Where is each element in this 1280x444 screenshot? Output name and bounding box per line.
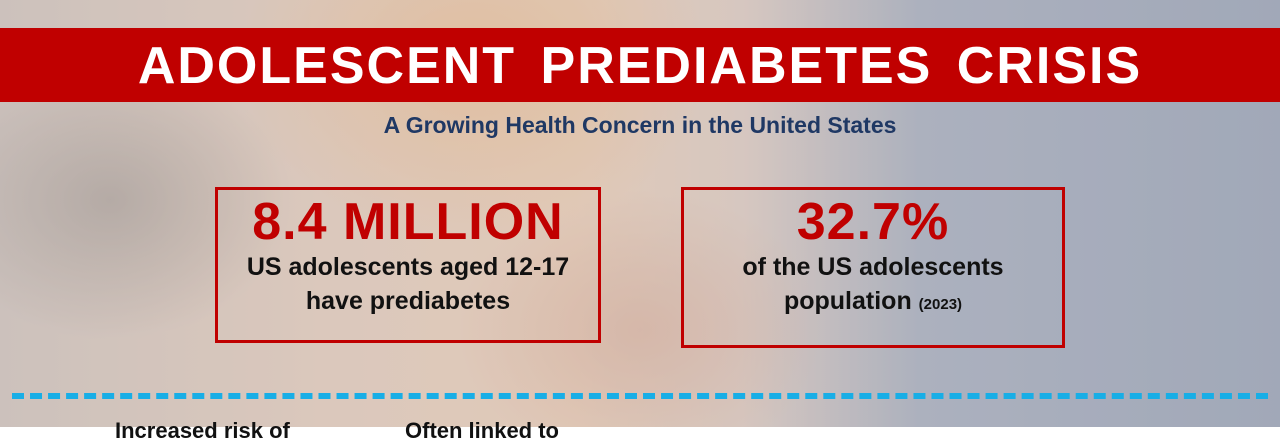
stat-text: population (2023) xyxy=(684,284,1062,322)
footer-item: Increased risk of xyxy=(115,418,290,443)
stat-text: US adolescents aged 12-17 xyxy=(246,253,570,281)
stat-text: have prediabetes xyxy=(305,287,511,315)
subtitle: A Growing Health Concern in the United S… xyxy=(383,112,897,138)
stat-text: population xyxy=(783,287,912,315)
stat-text: of the US adolescents xyxy=(742,253,1004,281)
stat-headline: 8.4 MILLION xyxy=(252,193,564,251)
divider xyxy=(12,393,1268,399)
title: ADOLESCENT PREDIABETES CRISIS xyxy=(137,37,1143,95)
footer-item: Often linked to xyxy=(405,418,559,443)
stat-card: 8.4 MILLION US adolescents aged 12-17 ha… xyxy=(215,187,601,343)
title-banner xyxy=(0,28,1280,102)
stat-headline: 32.7% xyxy=(796,193,950,251)
stat-note: (2023) xyxy=(918,296,963,313)
stat-card: 32.7% of the US adolescents population (… xyxy=(681,187,1065,348)
